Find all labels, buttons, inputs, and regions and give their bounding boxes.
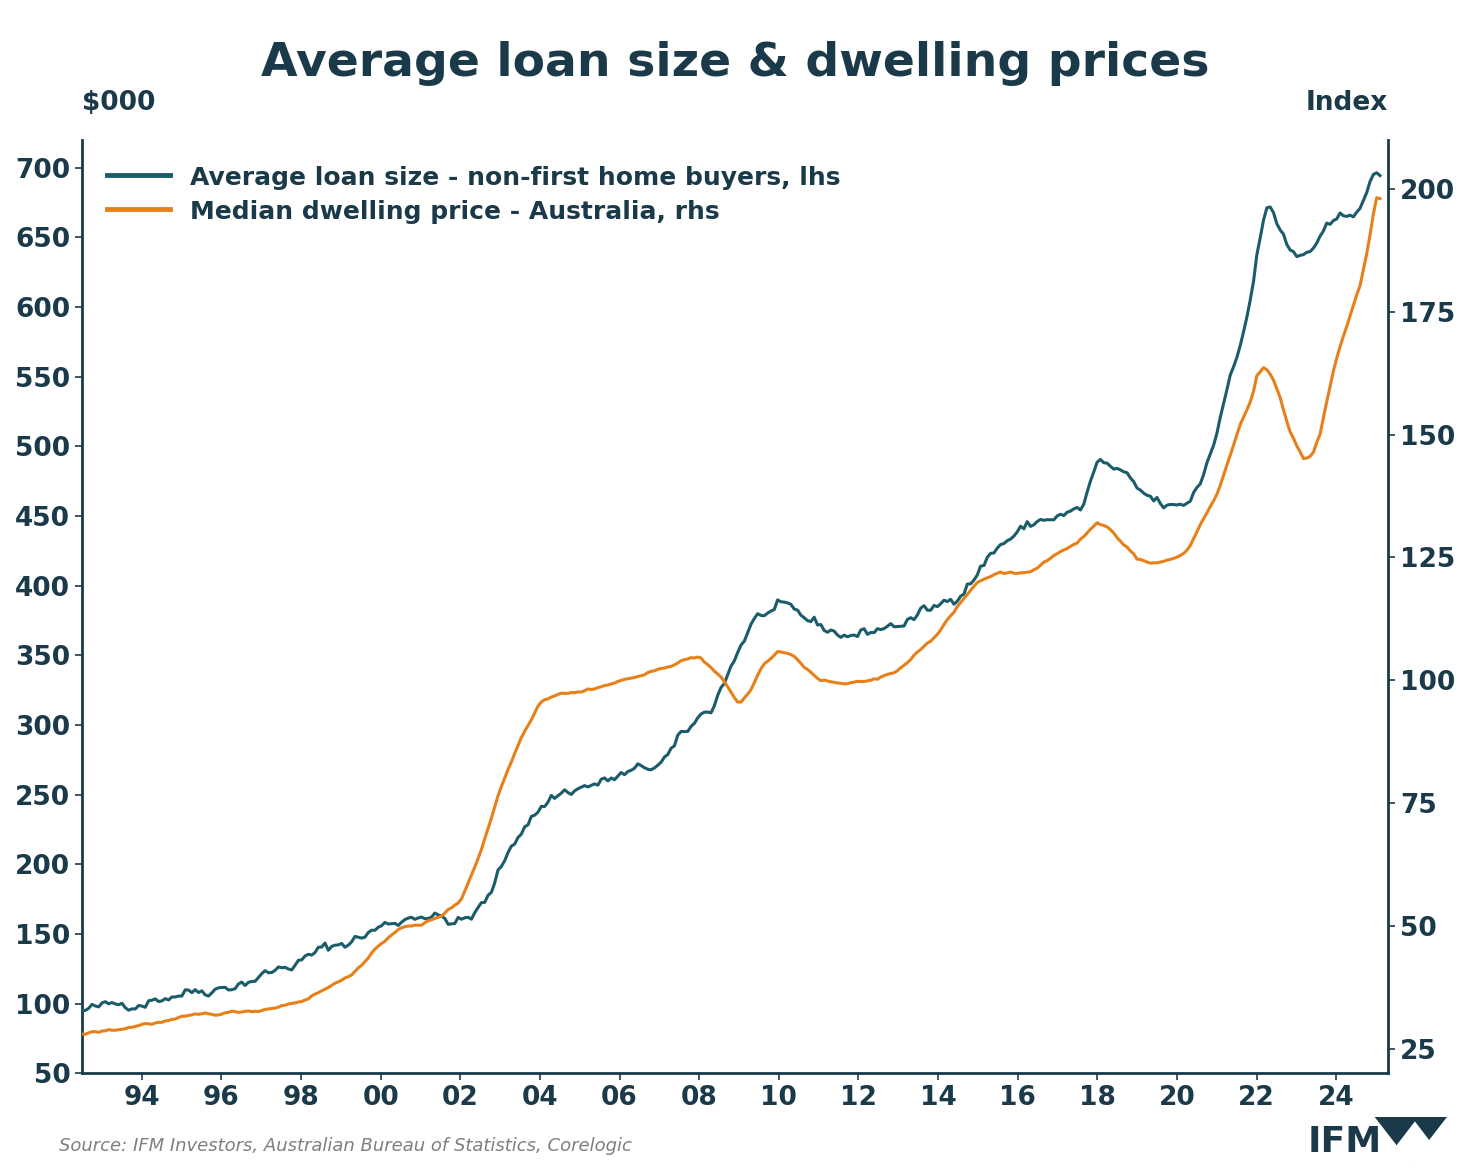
Text: Index: Index [1305, 90, 1388, 116]
Polygon shape [1374, 1117, 1446, 1164]
Polygon shape [1382, 1121, 1446, 1164]
Text: IFM: IFM [1307, 1125, 1382, 1159]
Text: Average loan size & dwelling prices: Average loan size & dwelling prices [260, 41, 1210, 86]
Text: Source: IFM Investors, Australian Bureau of Statistics, Corelogic: Source: IFM Investors, Australian Bureau… [59, 1138, 632, 1155]
Legend: Average loan size - non-first home buyers, lhs, Median dwelling price - Australi: Average loan size - non-first home buyer… [94, 152, 853, 237]
Text: $000: $000 [82, 90, 156, 116]
